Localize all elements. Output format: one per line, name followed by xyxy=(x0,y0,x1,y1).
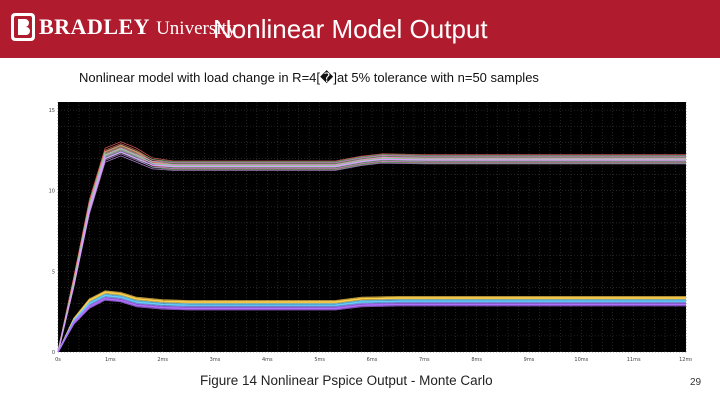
x-tick-label: 0s xyxy=(55,357,61,362)
logo-brand-text: BRADLEY xyxy=(39,14,151,39)
x-tick-label: 7ms xyxy=(419,357,430,362)
series-line-3 xyxy=(57,291,686,353)
series-line-2 xyxy=(57,153,686,353)
series-line-5 xyxy=(57,297,686,353)
logo-sub-text: University xyxy=(156,18,237,39)
x-tick-label: 8ms xyxy=(471,357,482,362)
y-tick-label: 15 xyxy=(49,108,55,114)
plot-background xyxy=(58,102,686,352)
university-logo: BRADLEY University xyxy=(10,12,236,42)
series-line-0 xyxy=(57,141,686,353)
x-tick-label: 10ms xyxy=(574,357,588,362)
slide-header: BRADLEY University Nonlinear Model Outpu… xyxy=(0,0,720,58)
series-line-2 xyxy=(57,151,686,353)
series-line-3 xyxy=(57,292,686,353)
series-line-4 xyxy=(57,294,686,353)
page-number: 29 xyxy=(690,377,702,388)
x-tick-label: 5ms xyxy=(314,357,325,362)
series-line-2 xyxy=(57,147,686,353)
pspice-plot: 0s 1ms 2ms 3ms 4ms 5ms 6ms 7ms 8ms 9ms 10ms 11ms 12m… xyxy=(42,98,693,363)
series-line-4 xyxy=(57,295,686,353)
series-line-5 xyxy=(57,299,686,353)
series-line-3 xyxy=(57,290,686,353)
series-line-5 xyxy=(57,298,686,353)
x-tick-label: 3ms xyxy=(210,357,221,362)
x-tick-label: 12ms xyxy=(679,357,692,362)
y-tick-label: 5 xyxy=(52,269,55,275)
x-tick-label: 1ms xyxy=(105,357,116,362)
y-tick-label: 0 xyxy=(52,350,55,356)
x-tick-label: 11ms xyxy=(627,357,641,362)
line-chart: 0s 1ms 2ms 3ms 4ms 5ms 6ms 7ms 8ms 9ms 10ms 11ms 12m… xyxy=(42,98,693,363)
x-tick-label: 2ms xyxy=(157,357,168,362)
slide-title: Nonlinear Model Output xyxy=(213,14,488,44)
bradley-shield-icon xyxy=(11,13,35,41)
series-line-5 xyxy=(57,296,686,353)
series-line-4 xyxy=(57,293,686,353)
series-line-5 xyxy=(57,299,686,353)
series-line-2 xyxy=(57,149,686,353)
slide-subtitle: Nonlinear model with load change in R=4[… xyxy=(79,70,539,85)
x-tick-label: 9ms xyxy=(524,357,535,362)
series-line-2 xyxy=(57,155,686,353)
y-tick-label: 10 xyxy=(49,189,55,195)
figure-caption: Figure 14 Nonlinear Pspice Output - Mont… xyxy=(200,373,493,388)
series-line-3 xyxy=(57,291,686,353)
x-tick-label: 4ms xyxy=(262,357,273,362)
series-line-1 xyxy=(57,144,686,353)
x-tick-label: 6ms xyxy=(367,357,378,362)
series-line-4 xyxy=(57,294,686,353)
